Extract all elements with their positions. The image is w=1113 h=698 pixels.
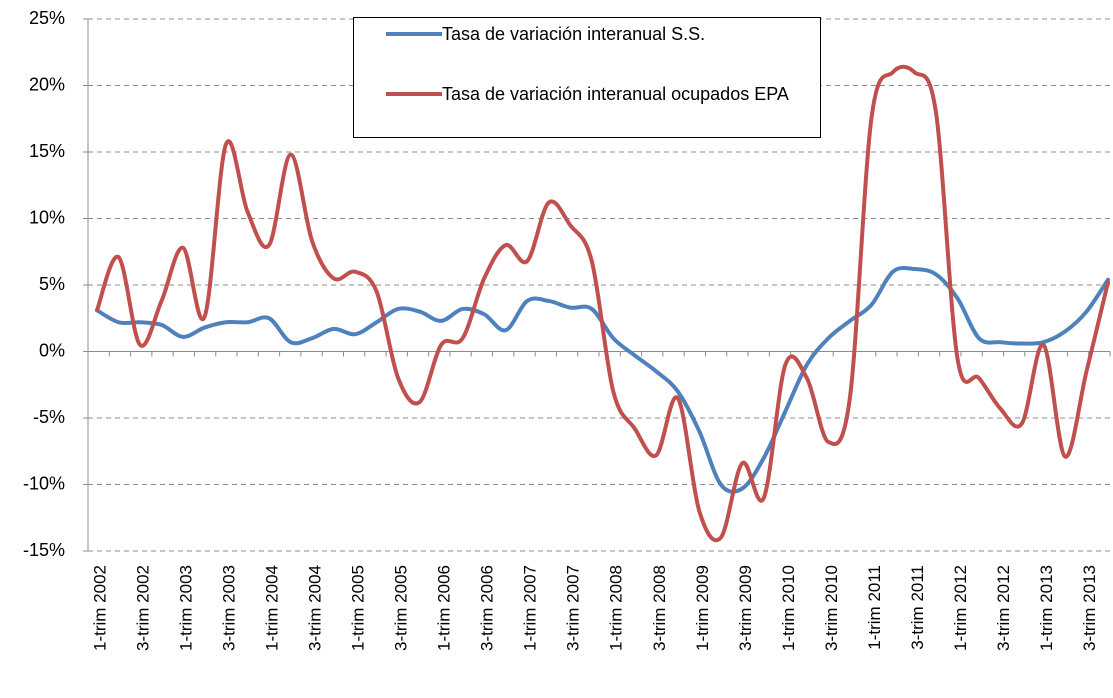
y-tick-label: -5% (33, 407, 65, 427)
legend-swatch (386, 32, 442, 36)
legend-entry: Tasa de variación interanual ocupados EP… (386, 82, 812, 106)
x-tick-label: 3-trim 2009 (736, 565, 755, 651)
x-tick-label: 3-trim 2003 (220, 565, 239, 651)
y-tick-label: 0% (39, 340, 65, 360)
y-tick-label: 10% (29, 207, 65, 227)
y-tick-label: -15% (23, 540, 65, 560)
x-tick-label: 3-trim 2006 (478, 565, 497, 651)
x-tick-label: 1-trim 2008 (607, 565, 626, 651)
legend-swatch (386, 92, 442, 96)
x-tick-label: 1-trim 2003 (177, 565, 196, 651)
x-tick-label: 1-trim 2009 (693, 565, 712, 651)
x-tick-label: 1-trim 2013 (1037, 565, 1056, 651)
y-tick-label: -10% (23, 473, 65, 493)
legend-entry: Tasa de variación interanual S.S. (386, 22, 812, 46)
x-tick-label: 1-trim 2011 (865, 565, 884, 650)
y-tick-label: 5% (39, 274, 65, 294)
x-tick-label: 1-trim 2010 (779, 565, 798, 651)
legend: Tasa de variación interanual S.S. Tasa de… (353, 17, 821, 138)
x-tick-label: 3-trim 2008 (650, 565, 669, 651)
x-tick-label: 3-trim 2012 (994, 565, 1013, 651)
y-tick-label: 25% (29, 8, 65, 28)
x-tick-label: 1-trim 2002 (90, 565, 109, 651)
x-tick-label: 1-trim 2012 (951, 565, 970, 651)
x-tick-label: 3-trim 2011 (908, 565, 927, 650)
x-tick-label: 3-trim 2013 (1080, 565, 1099, 651)
y-tick-label: 20% (29, 74, 65, 94)
x-tick-label: 1-trim 2005 (349, 565, 368, 651)
x-tick-label: 1-trim 2006 (435, 565, 454, 651)
series-line (95, 265, 1110, 494)
x-tick-label: 3-trim 2010 (822, 565, 841, 651)
legend-label: Tasa de variación interanual S.S. (442, 24, 706, 44)
series-line (95, 64, 1110, 543)
x-tick-label: 1-trim 2004 (263, 565, 282, 651)
y-tick-label: 15% (29, 141, 65, 161)
x-tick-label: 3-trim 2007 (564, 565, 583, 651)
x-tick-label: 1-trim 2007 (521, 565, 540, 651)
x-tick-label: 3-trim 2005 (392, 565, 411, 651)
x-tick-label: 3-trim 2002 (134, 565, 153, 651)
x-tick-label: 3-trim 2004 (306, 565, 325, 651)
legend-label: Tasa de variación interanual ocupados EP… (442, 84, 789, 104)
